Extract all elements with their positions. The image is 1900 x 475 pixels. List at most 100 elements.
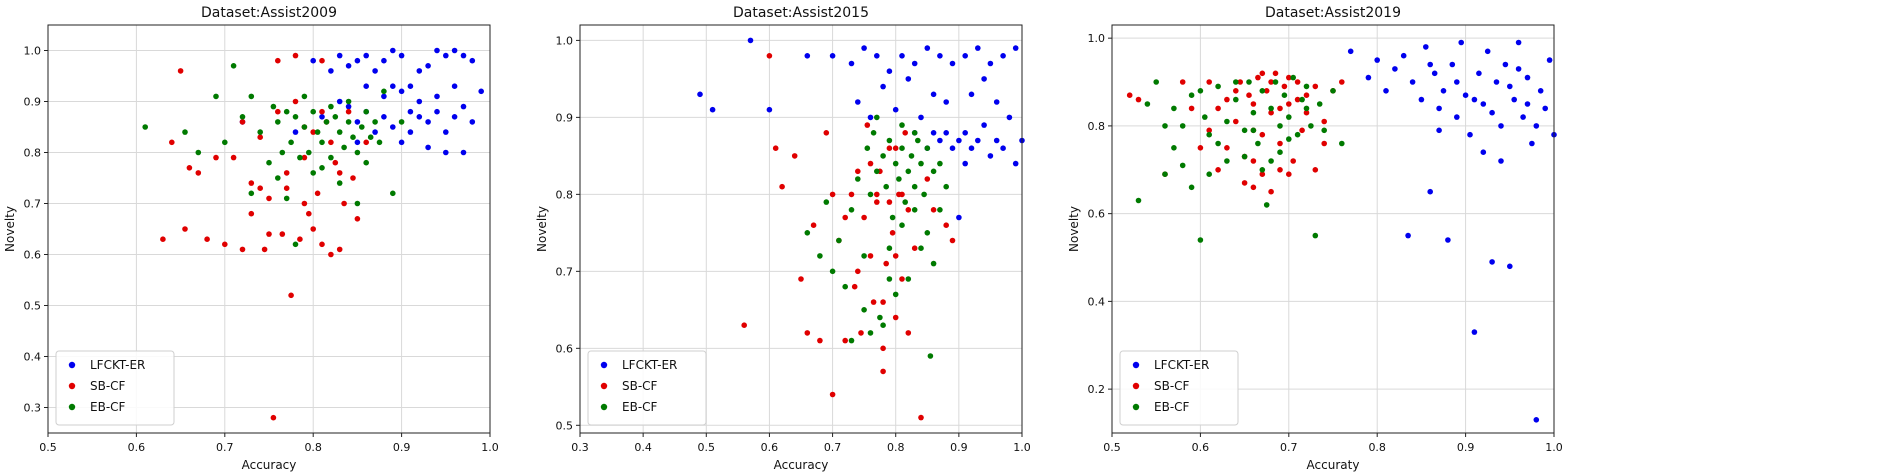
data-point-eb-cf — [230, 63, 237, 69]
data-point-eb-cf — [354, 149, 361, 156]
data-point-lfckt-er — [829, 53, 836, 59]
data-point-eb-cf — [1250, 109, 1257, 116]
legend-marker-lfckt-er — [600, 361, 608, 369]
data-point-lfckt-er — [848, 60, 855, 67]
data-point-sb-cf — [1277, 167, 1283, 173]
data-point-eb-cf — [359, 124, 365, 130]
data-point-eb-cf — [842, 283, 848, 290]
y-tick-label: 0.7 — [556, 265, 574, 278]
x-tick-label: 1.0 — [1545, 441, 1563, 454]
data-point-sb-cf — [883, 260, 889, 267]
data-point-sb-cf — [892, 145, 899, 151]
data-point-lfckt-er — [949, 60, 956, 67]
data-point-sb-cf — [341, 200, 347, 207]
data-point-eb-cf — [1233, 96, 1239, 103]
y-axis-label: Novelty — [535, 206, 549, 252]
data-point-eb-cf — [1294, 131, 1301, 138]
data-point-lfckt-er — [1000, 53, 1006, 59]
data-point-lfckt-er — [416, 68, 423, 74]
data-point-sb-cf — [1206, 127, 1212, 134]
data-point-eb-cf — [867, 191, 874, 198]
data-point-lfckt-er — [336, 52, 343, 59]
data-point-lfckt-er — [1507, 83, 1513, 90]
data-point-lfckt-er — [1493, 79, 1500, 85]
data-point-eb-cf — [1162, 123, 1168, 129]
data-point-lfckt-er — [1427, 61, 1433, 68]
data-point-eb-cf — [363, 108, 370, 115]
data-point-lfckt-er — [905, 76, 912, 82]
data-point-lfckt-er — [416, 98, 423, 105]
data-point-sb-cf — [886, 199, 893, 205]
legend-label-sb-cf: SB-CF — [622, 379, 658, 393]
data-point-eb-cf — [905, 276, 912, 282]
legend-label-sb-cf: SB-CF — [1154, 379, 1190, 393]
data-point-lfckt-er — [709, 106, 716, 113]
data-point-lfckt-er — [363, 83, 370, 89]
data-point-sb-cf — [1179, 79, 1186, 85]
data-point-sb-cf — [270, 414, 277, 421]
y-axis-label: Novelty — [1067, 206, 1081, 252]
data-point-eb-cf — [1277, 149, 1283, 155]
data-point-eb-cf — [1339, 140, 1345, 147]
legend-marker-eb-cf — [1132, 403, 1140, 411]
data-point-sb-cf — [817, 337, 823, 344]
data-point-eb-cf — [275, 119, 281, 125]
data-point-eb-cf — [892, 160, 899, 167]
data-point-eb-cf — [892, 291, 899, 298]
data-point-eb-cf — [345, 119, 352, 125]
data-point-eb-cf — [823, 199, 830, 205]
data-point-lfckt-er — [407, 83, 414, 89]
data-point-sb-cf — [829, 191, 836, 198]
data-point-eb-cf — [889, 214, 896, 221]
data-point-lfckt-er — [804, 53, 811, 59]
data-point-lfckt-er — [987, 60, 994, 67]
data-point-lfckt-er — [319, 114, 325, 120]
data-point-sb-cf — [213, 154, 219, 161]
data-point-sb-cf — [1237, 79, 1243, 85]
data-point-lfckt-er — [434, 47, 440, 54]
data-point-sb-cf — [886, 145, 893, 151]
data-point-sb-cf — [823, 130, 830, 136]
data-point-lfckt-er — [1471, 96, 1478, 103]
data-point-sb-cf — [1250, 101, 1257, 107]
data-point-eb-cf — [886, 245, 893, 251]
data-point-sb-cf — [855, 268, 861, 275]
data-point-lfckt-er — [1440, 88, 1447, 94]
data-point-eb-cf — [319, 139, 325, 146]
data-point-eb-cf — [328, 154, 334, 161]
data-point-sb-cf — [230, 154, 237, 161]
data-point-sb-cf — [874, 199, 880, 205]
data-point-eb-cf — [899, 145, 905, 151]
x-tick-label: 1.0 — [1013, 441, 1031, 454]
data-point-sb-cf — [350, 175, 356, 181]
data-point-lfckt-er — [867, 114, 874, 121]
data-point-lfckt-er — [1383, 88, 1389, 94]
data-point-sb-cf — [1294, 96, 1301, 103]
data-point-lfckt-er — [747, 37, 754, 44]
data-point-sb-cf — [864, 122, 871, 128]
data-point-sb-cf — [741, 322, 747, 329]
data-point-sb-cf — [1339, 79, 1345, 85]
data-point-sb-cf — [905, 330, 912, 336]
legend-marker-eb-cf — [68, 403, 76, 411]
x-tick-label: 0.7 — [824, 441, 842, 454]
data-point-sb-cf — [319, 57, 325, 64]
data-point-eb-cf — [248, 190, 255, 197]
data-point-lfckt-er — [968, 91, 975, 98]
data-point-eb-cf — [908, 153, 915, 159]
data-point-eb-cf — [310, 170, 317, 176]
data-point-sb-cf — [301, 200, 308, 207]
legend-box — [587, 350, 707, 426]
data-point-eb-cf — [279, 149, 286, 156]
data-point-sb-cf — [354, 216, 361, 222]
data-point-sb-cf — [1215, 105, 1221, 112]
data-point-eb-cf — [804, 230, 811, 236]
data-point-lfckt-er — [937, 53, 943, 59]
data-point-sb-cf — [892, 314, 899, 321]
data-point-sb-cf — [810, 222, 817, 228]
data-point-eb-cf — [222, 139, 228, 146]
y-tick-label: 0.8 — [1088, 120, 1106, 133]
data-point-lfckt-er — [1347, 48, 1354, 55]
data-point-lfckt-er — [892, 106, 899, 113]
data-point-lfckt-er — [949, 145, 956, 151]
